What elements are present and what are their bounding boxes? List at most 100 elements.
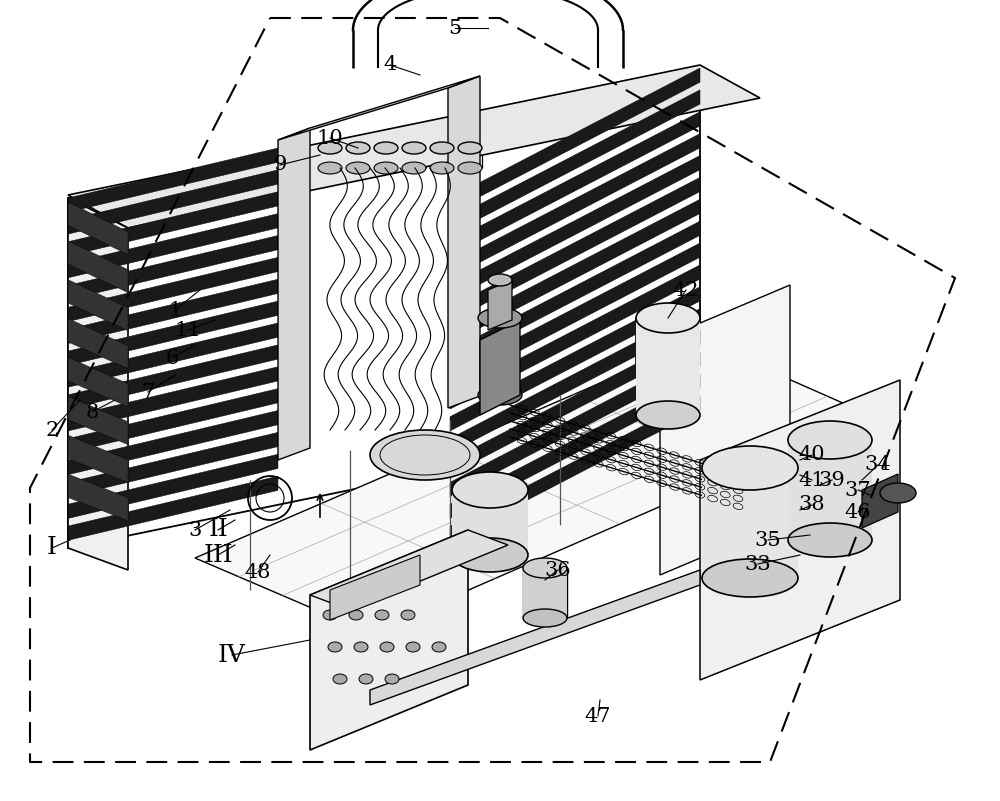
Polygon shape	[450, 243, 700, 387]
Text: 10: 10	[317, 128, 343, 147]
Ellipse shape	[702, 446, 798, 490]
Polygon shape	[862, 474, 898, 528]
Polygon shape	[450, 396, 700, 541]
Ellipse shape	[370, 430, 480, 480]
Ellipse shape	[354, 642, 368, 652]
Ellipse shape	[488, 274, 512, 286]
Polygon shape	[68, 433, 278, 497]
Text: 42: 42	[673, 280, 699, 300]
Text: 40: 40	[799, 445, 825, 465]
Text: 3: 3	[188, 521, 202, 540]
Polygon shape	[68, 323, 278, 387]
Text: IV: IV	[218, 643, 246, 666]
Polygon shape	[450, 90, 700, 234]
Polygon shape	[68, 367, 278, 431]
Ellipse shape	[702, 559, 798, 597]
Polygon shape	[450, 134, 700, 278]
Text: 2: 2	[45, 421, 59, 440]
Ellipse shape	[788, 421, 872, 459]
Polygon shape	[450, 155, 700, 300]
Polygon shape	[68, 301, 278, 365]
Text: 37: 37	[845, 481, 871, 500]
Polygon shape	[68, 68, 700, 548]
Polygon shape	[700, 380, 900, 680]
Polygon shape	[702, 468, 798, 578]
Ellipse shape	[375, 610, 389, 620]
Polygon shape	[370, 570, 700, 705]
Ellipse shape	[318, 142, 342, 154]
Ellipse shape	[458, 142, 482, 154]
Ellipse shape	[323, 610, 337, 620]
Ellipse shape	[401, 610, 415, 620]
Polygon shape	[450, 352, 700, 497]
Text: 4: 4	[383, 55, 397, 74]
Polygon shape	[68, 396, 128, 445]
Text: III: III	[203, 544, 233, 566]
Polygon shape	[310, 530, 468, 750]
Text: 46: 46	[845, 502, 871, 521]
Polygon shape	[636, 318, 700, 415]
Polygon shape	[310, 530, 508, 610]
Ellipse shape	[380, 642, 394, 652]
Ellipse shape	[523, 558, 567, 578]
Polygon shape	[68, 474, 128, 521]
Polygon shape	[452, 490, 528, 555]
Polygon shape	[480, 320, 520, 415]
Ellipse shape	[406, 642, 420, 652]
Polygon shape	[68, 319, 128, 368]
Polygon shape	[450, 199, 700, 344]
Ellipse shape	[402, 162, 426, 174]
Ellipse shape	[385, 674, 399, 684]
Ellipse shape	[636, 401, 700, 429]
Polygon shape	[330, 555, 420, 620]
Ellipse shape	[430, 142, 454, 154]
Ellipse shape	[478, 308, 522, 328]
Polygon shape	[523, 568, 567, 618]
Polygon shape	[68, 280, 128, 331]
Ellipse shape	[452, 538, 528, 572]
Ellipse shape	[478, 385, 522, 405]
Text: 6: 6	[165, 348, 179, 368]
Polygon shape	[68, 202, 128, 255]
Polygon shape	[68, 280, 278, 344]
Polygon shape	[68, 357, 128, 407]
Text: 7: 7	[141, 383, 155, 401]
Polygon shape	[450, 112, 700, 256]
Polygon shape	[450, 177, 700, 321]
Text: 11: 11	[175, 320, 201, 340]
Ellipse shape	[318, 162, 342, 174]
Text: 47: 47	[585, 706, 611, 726]
Ellipse shape	[430, 162, 454, 174]
Polygon shape	[68, 454, 278, 518]
Text: 36: 36	[545, 561, 571, 579]
Ellipse shape	[346, 162, 370, 174]
Text: 41: 41	[799, 470, 825, 489]
Polygon shape	[450, 221, 700, 365]
Text: 8: 8	[85, 402, 99, 421]
Polygon shape	[450, 374, 700, 518]
Text: 33: 33	[745, 554, 771, 574]
Ellipse shape	[788, 523, 872, 557]
Polygon shape	[450, 308, 700, 453]
Polygon shape	[195, 340, 870, 633]
Ellipse shape	[328, 642, 342, 652]
Ellipse shape	[402, 142, 426, 154]
Text: 1: 1	[168, 300, 182, 320]
Ellipse shape	[452, 472, 528, 508]
Polygon shape	[488, 280, 512, 330]
Ellipse shape	[432, 642, 446, 652]
Polygon shape	[68, 241, 128, 292]
Polygon shape	[68, 191, 278, 256]
Polygon shape	[450, 287, 700, 431]
Polygon shape	[68, 170, 278, 234]
Ellipse shape	[349, 610, 363, 620]
Polygon shape	[660, 285, 790, 575]
Text: 9: 9	[273, 155, 287, 175]
Polygon shape	[68, 148, 278, 212]
Polygon shape	[68, 388, 278, 453]
Text: I: I	[47, 537, 57, 560]
Ellipse shape	[374, 142, 398, 154]
Ellipse shape	[880, 483, 916, 503]
Polygon shape	[788, 440, 872, 540]
Text: II: II	[208, 518, 228, 541]
